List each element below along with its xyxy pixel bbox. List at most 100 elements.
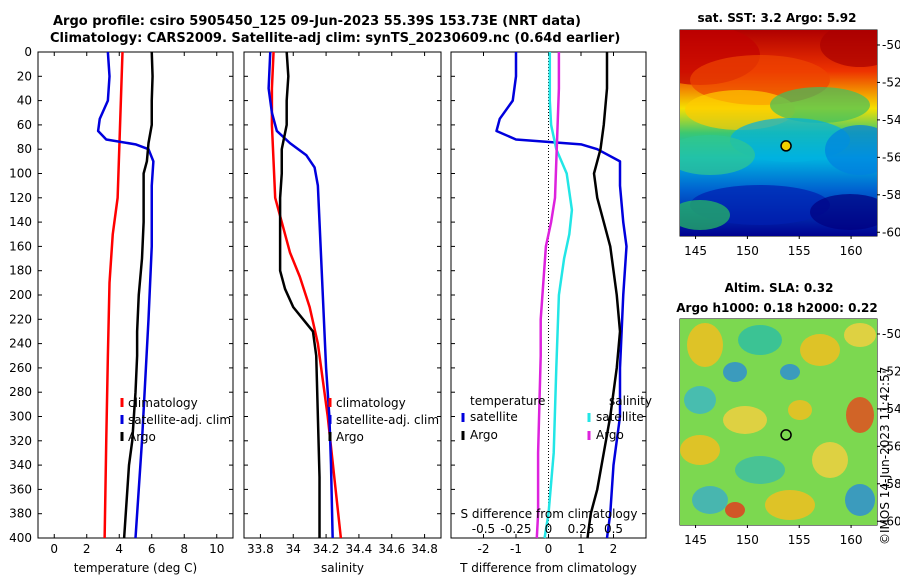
sst-map-ytick-label: -52 [882, 75, 900, 89]
sst-map-xtick-label: 160 [840, 244, 863, 258]
sla-patch [725, 502, 745, 518]
sst-map-title: sat. SST: 3.2 Argo: 5.92 [697, 11, 856, 25]
sla-map-ytick-label: -54 [882, 402, 900, 416]
difference-xtick-label: -1 [510, 542, 522, 556]
sla-map-ytick-label: -50 [882, 327, 900, 341]
sst-map-xtick-label: 155 [788, 244, 811, 258]
salinity-difference-tick-label: -0.5 [472, 522, 495, 536]
sla-patch [738, 325, 782, 355]
difference-xtick-label: 0 [545, 542, 553, 556]
figure-title-line1: Argo profile: csiro 5905450_125 09-Jun-2… [53, 14, 581, 29]
sla-map-argo-marker [780, 429, 792, 441]
depth-tick-label: 380 [9, 507, 32, 521]
sla-patch [735, 456, 785, 484]
sst-map-xtick-label: 150 [736, 244, 759, 258]
depth-tick-label: 80 [17, 142, 32, 156]
depth-tick-label: 140 [9, 215, 32, 229]
difference-series-temperature-argo [586, 52, 622, 539]
temperature-legend-label: Argo [128, 430, 156, 444]
temperature-xlabel: temperature (deg C) [74, 561, 197, 575]
sla-map-xtick-label: 160 [840, 533, 863, 547]
sst-map-xtick-label: 145 [684, 244, 707, 258]
sla-patch [723, 362, 747, 382]
depth-tick-label: 340 [9, 458, 32, 472]
salinity-xtick-label: 34.8 [411, 542, 438, 556]
sst-patch [825, 125, 877, 175]
difference-series-salinity-argo [535, 52, 561, 539]
difference-series-temperature-satellite [495, 52, 628, 539]
sst-patch [770, 87, 870, 123]
difference-legend-label: Argo [470, 428, 498, 442]
salinity-xtick-label: 34 [286, 542, 301, 556]
temperature-legend-label: climatology [128, 396, 198, 410]
sla-map-field [680, 319, 877, 525]
sla-patch [800, 334, 840, 366]
salinity-difference-tick-label: 0.25 [568, 522, 595, 536]
difference-xtick-label: -2 [478, 542, 490, 556]
sla-patch [680, 435, 720, 465]
sla-map-xtick-label: 145 [684, 533, 707, 547]
depth-tick-label: 180 [9, 264, 32, 278]
sst-patch [680, 135, 755, 175]
salinity-axes-box [243, 51, 442, 539]
depth-tick-label: 40 [17, 94, 32, 108]
temperature-legend-label: satellite-adj. clim [128, 413, 231, 427]
temperature-xtick-label: 10 [209, 542, 224, 556]
sst-patch [820, 30, 877, 67]
depth-tick-label: 220 [9, 312, 32, 326]
salinity-difference-tick-label: -0.25 [500, 522, 531, 536]
sla-patch [788, 400, 812, 420]
sla-patch [765, 490, 815, 520]
temperature-axes-box [37, 51, 234, 539]
temperature-xtick-label: 0 [50, 542, 58, 556]
sla-patch [812, 442, 848, 478]
salinity-xtick-label: 34.6 [378, 542, 405, 556]
temperature-series-satellite-adj-clim [96, 51, 155, 539]
sst-map-ytick-label: -54 [882, 113, 900, 127]
salinity-series-argo [278, 51, 321, 538]
depth-tick-label: 320 [9, 434, 32, 448]
salinity-xtick-label: 33.8 [247, 542, 274, 556]
temperature-xtick-label: 2 [83, 542, 91, 556]
sst-map-argo-marker [780, 140, 792, 152]
difference-series-salinity-satellite [543, 52, 574, 539]
sla-map-title-line1: Altim. SLA: 0.32 [725, 281, 834, 295]
depth-tick-label: 400 [9, 531, 32, 545]
salinity-xtick-label: 34.4 [346, 542, 373, 556]
salinity-series-climatology [270, 51, 343, 539]
difference-legend-label: satellite [596, 410, 644, 424]
salinity-series-satellite-adj-clim [267, 51, 334, 539]
sla-patch [846, 397, 874, 433]
sla-map-ytick-label: -52 [882, 364, 900, 378]
difference-xlabel: T difference from climatology [459, 561, 637, 575]
difference-xtick-label: 1 [577, 542, 585, 556]
salinity-difference-axis-label: S difference from climatology [461, 507, 638, 521]
depth-tick-label: 0 [24, 45, 32, 59]
depth-tick-label: 360 [9, 482, 32, 496]
depth-tick-label: 200 [9, 288, 32, 302]
sla-patch [687, 323, 723, 367]
temperature-series-argo [122, 51, 154, 539]
salinity-legend-label: Argo [336, 430, 364, 444]
depth-tick-label: 160 [9, 239, 32, 253]
sst-patch [680, 200, 730, 230]
sst-map-ytick-label: -50 [882, 38, 900, 52]
figure-title-line2: Climatology: CARS2009. Satellite-adj cli… [50, 31, 621, 46]
sla-map-ytick-label: -60 [882, 514, 900, 528]
depth-tick-label: 260 [9, 361, 32, 375]
temperature-xtick-label: 8 [180, 542, 188, 556]
sla-map-xtick-label: 150 [736, 533, 759, 547]
depth-tick-label: 20 [17, 69, 32, 83]
sst-map-ytick-label: -56 [882, 150, 900, 164]
sla-patch [844, 323, 876, 347]
sla-patch [845, 484, 875, 516]
legend-title-salinity: salinity [609, 394, 652, 408]
sla-patch [780, 364, 800, 380]
legend-title-temperature: temperature [470, 394, 545, 408]
difference-xtick-label: 2 [610, 542, 618, 556]
depth-tick-label: 300 [9, 410, 32, 424]
sst-patch [810, 194, 877, 230]
sla-patch [684, 386, 716, 414]
depth-tick-label: 240 [9, 337, 32, 351]
